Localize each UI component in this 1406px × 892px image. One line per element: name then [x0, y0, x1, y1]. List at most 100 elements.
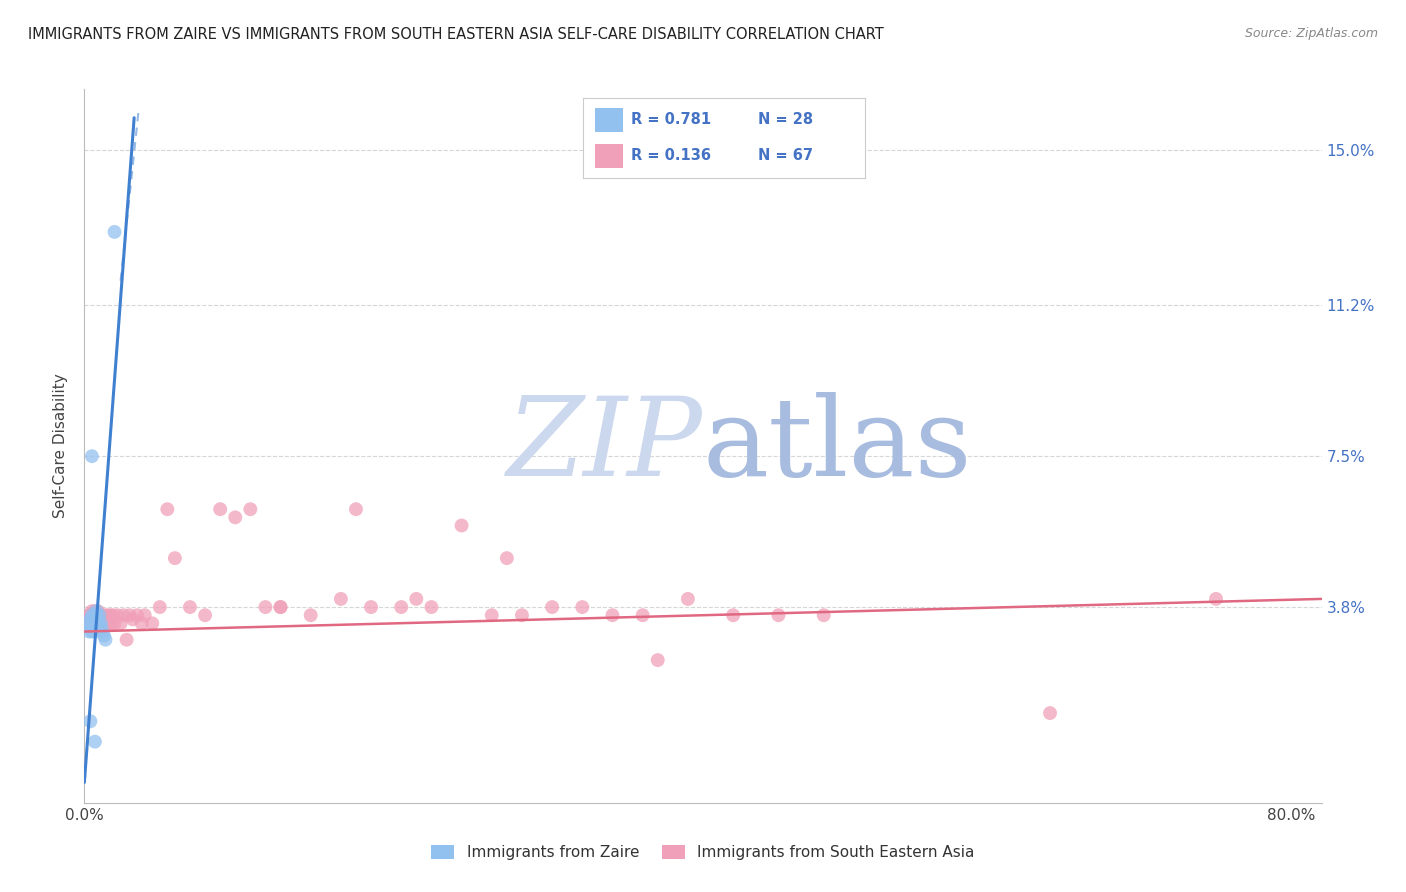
Point: [87, 612, 110, 626]
Point: [134, 608, 156, 623]
Point: [86, 604, 108, 618]
Point: [80, 616, 103, 631]
Point: [87, 604, 110, 618]
Point: [420, 600, 443, 615]
Point: [101, 608, 124, 623]
Point: [89, 616, 111, 631]
Point: [299, 608, 322, 623]
Point: [495, 551, 517, 566]
Point: [768, 608, 790, 623]
Text: Source: ZipAtlas.com: Source: ZipAtlas.com: [1244, 27, 1378, 40]
Point: [79, 608, 101, 623]
Point: [571, 600, 593, 615]
Point: [79, 616, 101, 631]
Y-axis label: Self-Care Disability: Self-Care Disability: [53, 374, 69, 518]
Point: [254, 600, 277, 615]
Point: [179, 600, 201, 615]
Point: [156, 502, 179, 516]
Point: [329, 591, 352, 606]
Point: [131, 616, 153, 631]
Point: [84, 612, 107, 626]
Point: [84, 608, 107, 623]
Point: [84, 604, 107, 618]
Point: [127, 608, 149, 623]
Point: [94, 616, 117, 631]
Point: [90, 608, 112, 623]
Point: [84, 624, 107, 639]
Text: atlas: atlas: [703, 392, 973, 500]
Point: [87, 612, 110, 626]
Point: [100, 616, 122, 631]
Point: [97, 616, 120, 631]
Point: [90, 616, 112, 631]
Point: [270, 600, 292, 615]
Text: ZIP: ZIP: [508, 392, 703, 500]
Point: [94, 632, 117, 647]
Point: [1205, 591, 1227, 606]
Point: [82, 620, 104, 634]
Point: [89, 620, 111, 634]
Legend: Immigrants from Zaire, Immigrants from South Eastern Asia: Immigrants from Zaire, Immigrants from S…: [426, 839, 980, 866]
Point: [481, 608, 503, 623]
Point: [89, 608, 111, 623]
Bar: [595, 144, 623, 168]
Point: [80, 604, 103, 618]
Point: [239, 502, 262, 516]
Point: [84, 734, 107, 748]
Text: N = 67: N = 67: [758, 148, 813, 163]
Point: [631, 608, 654, 623]
Point: [115, 632, 138, 647]
Point: [84, 616, 107, 631]
Point: [80, 624, 103, 639]
Point: [86, 620, 108, 634]
Point: [389, 600, 412, 615]
Point: [77, 608, 100, 623]
Text: IMMIGRANTS FROM ZAIRE VS IMMIGRANTS FROM SOUTH EASTERN ASIA SELF-CARE DISABILITY: IMMIGRANTS FROM ZAIRE VS IMMIGRANTS FROM…: [28, 27, 884, 42]
Point: [96, 608, 118, 623]
Point: [107, 608, 129, 623]
Point: [360, 600, 382, 615]
Point: [93, 629, 115, 643]
Point: [721, 608, 744, 623]
Point: [86, 616, 108, 631]
Point: [118, 608, 141, 623]
Point: [90, 620, 112, 634]
Text: R = 0.136: R = 0.136: [631, 148, 711, 163]
Point: [103, 225, 125, 239]
Point: [82, 612, 104, 626]
Point: [77, 616, 100, 631]
Point: [121, 612, 143, 626]
Point: [98, 608, 121, 623]
Point: [194, 608, 217, 623]
Point: [163, 551, 186, 566]
Point: [602, 608, 624, 623]
Point: [82, 616, 104, 631]
Point: [141, 616, 163, 631]
Point: [79, 620, 101, 634]
Point: [110, 616, 132, 631]
Point: [1039, 706, 1062, 720]
Bar: [595, 108, 623, 132]
Point: [87, 620, 110, 634]
Point: [103, 616, 125, 631]
Point: [79, 612, 101, 626]
Point: [77, 624, 100, 639]
Point: [209, 502, 232, 516]
Point: [80, 449, 103, 463]
Text: R = 0.781: R = 0.781: [631, 112, 711, 128]
Point: [91, 616, 114, 631]
Point: [80, 608, 103, 623]
Point: [224, 510, 246, 524]
Point: [344, 502, 367, 516]
Point: [149, 600, 172, 615]
Text: N = 28: N = 28: [758, 112, 813, 128]
Point: [510, 608, 533, 623]
Point: [82, 612, 104, 626]
Point: [91, 624, 114, 639]
Point: [86, 608, 108, 623]
Point: [541, 600, 564, 615]
Point: [676, 591, 699, 606]
Point: [270, 600, 292, 615]
Point: [93, 608, 115, 623]
Point: [813, 608, 835, 623]
